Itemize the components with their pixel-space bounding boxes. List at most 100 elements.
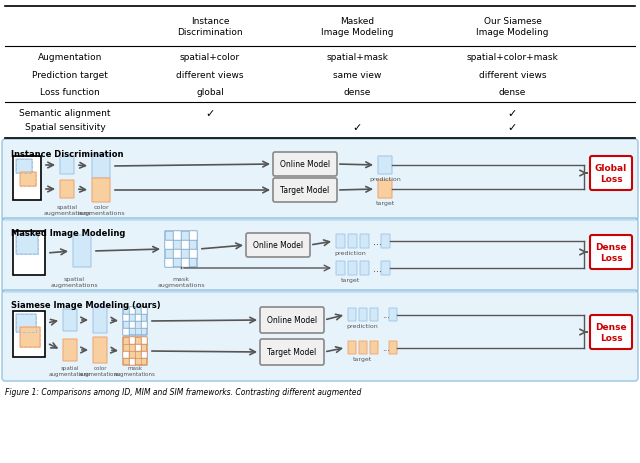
FancyBboxPatch shape	[381, 262, 390, 275]
FancyBboxPatch shape	[246, 233, 310, 257]
FancyBboxPatch shape	[260, 339, 324, 365]
FancyBboxPatch shape	[60, 156, 74, 175]
FancyBboxPatch shape	[92, 179, 110, 202]
Text: mask
augmentations: mask augmentations	[114, 365, 156, 376]
Text: ✓: ✓	[353, 123, 362, 133]
FancyBboxPatch shape	[13, 232, 45, 275]
FancyBboxPatch shape	[123, 328, 129, 335]
FancyBboxPatch shape	[16, 160, 32, 174]
FancyBboxPatch shape	[189, 250, 197, 258]
FancyBboxPatch shape	[129, 321, 135, 328]
FancyBboxPatch shape	[336, 262, 345, 275]
Text: Figure 1: Comparisons among ID, MIM and SIM frameworks. Contrasting different au: Figure 1: Comparisons among ID, MIM and …	[5, 387, 362, 396]
Text: ...: ...	[382, 310, 390, 319]
FancyBboxPatch shape	[165, 258, 173, 268]
FancyBboxPatch shape	[348, 234, 357, 249]
FancyBboxPatch shape	[378, 181, 392, 199]
Text: prediction: prediction	[369, 176, 401, 181]
Text: Instance Discrimination: Instance Discrimination	[11, 150, 124, 159]
Text: Augmentation: Augmentation	[38, 53, 102, 62]
Text: Online Model: Online Model	[253, 241, 303, 250]
FancyBboxPatch shape	[129, 337, 135, 344]
Text: color
augmentations: color augmentations	[79, 365, 121, 376]
FancyBboxPatch shape	[123, 307, 147, 335]
Text: Prediction target: Prediction target	[32, 70, 108, 79]
Text: mask
augmentations: mask augmentations	[157, 276, 205, 288]
FancyBboxPatch shape	[181, 240, 189, 250]
FancyBboxPatch shape	[389, 308, 397, 321]
FancyBboxPatch shape	[389, 341, 397, 354]
Text: Online Model: Online Model	[280, 160, 330, 169]
Text: Dense
Loss: Dense Loss	[595, 322, 627, 342]
FancyBboxPatch shape	[141, 307, 147, 314]
Text: Global
Loss: Global Loss	[595, 163, 627, 184]
Text: Semantic alignment: Semantic alignment	[19, 109, 111, 118]
Text: different views: different views	[176, 70, 244, 79]
FancyBboxPatch shape	[20, 173, 36, 187]
Text: ...: ...	[373, 263, 382, 274]
Text: Target Model: Target Model	[268, 348, 317, 357]
Text: Loss function: Loss function	[40, 88, 100, 97]
Text: Masked
Image Modeling: Masked Image Modeling	[321, 17, 394, 37]
FancyBboxPatch shape	[165, 240, 173, 250]
FancyBboxPatch shape	[260, 307, 324, 333]
FancyBboxPatch shape	[93, 337, 107, 363]
FancyBboxPatch shape	[135, 314, 141, 321]
FancyBboxPatch shape	[141, 351, 147, 358]
Text: Masked Image Modeling: Masked Image Modeling	[11, 229, 125, 238]
FancyBboxPatch shape	[370, 341, 378, 354]
Text: different views: different views	[479, 70, 547, 79]
Text: target: target	[376, 200, 395, 206]
Text: spatial+color+mask: spatial+color+mask	[467, 53, 558, 62]
FancyBboxPatch shape	[93, 307, 107, 333]
Text: Spatial sensitivity: Spatial sensitivity	[24, 123, 106, 132]
FancyBboxPatch shape	[20, 327, 40, 347]
FancyBboxPatch shape	[590, 236, 632, 269]
Text: Target Model: Target Model	[280, 186, 330, 195]
Text: spatial
augmentations: spatial augmentations	[43, 205, 91, 216]
FancyBboxPatch shape	[590, 315, 632, 349]
FancyBboxPatch shape	[348, 341, 356, 354]
FancyBboxPatch shape	[348, 308, 356, 321]
FancyBboxPatch shape	[123, 337, 147, 365]
FancyBboxPatch shape	[590, 156, 632, 191]
Text: spatial
augmentations: spatial augmentations	[49, 365, 91, 376]
FancyBboxPatch shape	[13, 156, 41, 200]
FancyBboxPatch shape	[360, 262, 369, 275]
FancyBboxPatch shape	[13, 311, 45, 357]
FancyBboxPatch shape	[173, 232, 181, 240]
FancyBboxPatch shape	[63, 339, 77, 361]
FancyBboxPatch shape	[63, 309, 77, 332]
Text: Siamese Image Modeling (ours): Siamese Image Modeling (ours)	[11, 300, 161, 309]
FancyBboxPatch shape	[359, 308, 367, 321]
Text: Dense
Loss: Dense Loss	[595, 243, 627, 263]
Text: target: target	[340, 277, 360, 282]
FancyBboxPatch shape	[123, 314, 129, 321]
Text: same view: same view	[333, 70, 381, 79]
Text: prediction: prediction	[346, 323, 378, 328]
Text: dense: dense	[499, 88, 526, 97]
FancyBboxPatch shape	[16, 314, 36, 332]
Text: ✓: ✓	[508, 123, 517, 133]
FancyBboxPatch shape	[173, 250, 181, 258]
FancyBboxPatch shape	[370, 308, 378, 321]
FancyBboxPatch shape	[181, 258, 189, 268]
Text: spatial
augmentations: spatial augmentations	[50, 276, 98, 288]
Text: spatial+mask: spatial+mask	[326, 53, 388, 62]
FancyBboxPatch shape	[273, 179, 337, 202]
Text: ...: ...	[382, 343, 390, 352]
Text: Online Model: Online Model	[267, 316, 317, 325]
FancyBboxPatch shape	[73, 236, 91, 268]
Text: ✓: ✓	[508, 109, 517, 119]
FancyBboxPatch shape	[2, 290, 638, 381]
Text: target: target	[353, 356, 372, 361]
Text: dense: dense	[344, 88, 371, 97]
Text: Instance
Discrimination: Instance Discrimination	[177, 17, 243, 37]
FancyBboxPatch shape	[135, 344, 141, 351]
Text: color
augmentations: color augmentations	[77, 205, 125, 216]
FancyBboxPatch shape	[2, 219, 638, 292]
FancyBboxPatch shape	[273, 153, 337, 176]
FancyBboxPatch shape	[129, 307, 135, 314]
FancyBboxPatch shape	[360, 234, 369, 249]
Text: ✓: ✓	[205, 109, 214, 119]
